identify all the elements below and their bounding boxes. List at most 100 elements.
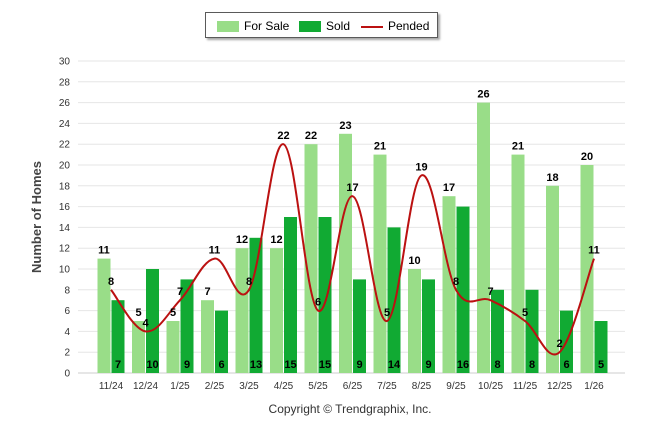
x-tick-label: 12/24 (133, 381, 158, 392)
y-tick-label: 16 (59, 202, 71, 213)
bar-sold (594, 321, 608, 373)
bar-for-sale (580, 165, 594, 373)
label-pended: 8 (453, 276, 459, 288)
y-tick-label: 10 (59, 265, 71, 276)
label-pended: 22 (277, 130, 289, 142)
label-for-sale: 5 (135, 307, 141, 319)
label-pended: 11 (209, 245, 221, 257)
label-pended: 7 (487, 286, 493, 298)
legend-label-pended: Pended (388, 19, 430, 33)
bar-sold (353, 279, 366, 373)
bar-for-sale (97, 258, 111, 373)
bar-sold (146, 269, 159, 373)
x-tick-label: 1/26 (584, 381, 604, 392)
bar-sold (456, 206, 470, 373)
y-tick-label: 0 (64, 369, 70, 380)
label-for-sale: 12 (270, 234, 282, 246)
y-tick-label: 30 (59, 57, 71, 68)
label-sold: 16 (457, 359, 469, 371)
label-for-sale: 7 (204, 286, 210, 298)
label-sold: 9 (356, 359, 362, 371)
label-for-sale: 12 (236, 234, 248, 246)
y-tick-label: 12 (59, 244, 71, 255)
bar-for-sale (270, 248, 283, 373)
label-sold: 13 (250, 359, 262, 371)
x-tick-label: 4/25 (274, 381, 294, 392)
bar-sold (387, 227, 401, 373)
legend-swatch-pended (361, 26, 383, 28)
pended-line (110, 143, 595, 356)
label-pended: 2 (556, 338, 562, 350)
bar-for-sale (132, 321, 145, 373)
label-sold: 14 (388, 359, 401, 371)
bar-sold (318, 217, 332, 373)
label-sold: 9 (184, 359, 190, 371)
label-sold: 8 (494, 359, 500, 371)
label-for-sale: 22 (305, 130, 317, 142)
label-sold: 6 (563, 359, 569, 371)
label-sold: 8 (529, 359, 535, 371)
label-for-sale: 21 (374, 141, 386, 153)
bar-for-sale (304, 144, 318, 373)
y-tick-label: 28 (59, 77, 71, 88)
y-tick-label: 6 (64, 306, 70, 317)
label-sold: 6 (218, 359, 224, 371)
x-tick-label: 5/25 (308, 381, 328, 392)
bar-for-sale (339, 133, 352, 373)
legend-label-for-sale: For Sale (244, 19, 290, 33)
bar-for-sale (511, 154, 525, 373)
bar-sold (284, 217, 297, 373)
x-tick-label: 1/25 (170, 381, 190, 392)
bar-sold (525, 289, 539, 373)
x-tick-label: 10/25 (478, 381, 503, 392)
legend-label-sold: Sold (326, 19, 351, 33)
label-pended: 5 (522, 307, 528, 319)
label-for-sale: 23 (339, 120, 351, 132)
x-tick-label: 6/25 (343, 381, 363, 392)
label-for-sale: 21 (512, 141, 524, 153)
label-for-sale: 10 (408, 255, 420, 267)
x-axis-ticks: 11/24 12/24 1/25 2/25 3/25 4/25 5/25 6/25 7/25 8/… (99, 381, 604, 392)
y-tick-label: 8 (64, 285, 70, 296)
label-for-sale: 20 (581, 151, 593, 163)
label-pended: 5 (384, 307, 390, 319)
legend-swatch-sold (299, 21, 321, 32)
label-sold: 15 (284, 359, 296, 371)
y-axis-title: Number of Homes (29, 161, 44, 273)
bar-sold (215, 310, 228, 373)
label-pended: 11 (588, 245, 600, 257)
bar-for-sale (546, 185, 559, 373)
label-pended: 8 (246, 276, 252, 288)
copyright-footer: Copyright © Trendgraphix, Inc. (269, 402, 432, 416)
bar-for-sale (442, 196, 456, 373)
y-tick-label: 26 (59, 98, 71, 109)
bar-for-sale (408, 269, 421, 373)
bar-for-sale (201, 300, 214, 373)
label-pended: 17 (346, 182, 358, 194)
bar-sold (422, 279, 435, 373)
y-tick-label: 4 (64, 327, 70, 338)
label-pended: 7 (177, 286, 183, 298)
pended-line-series (110, 143, 595, 356)
x-tick-label: 11/25 (513, 381, 538, 392)
x-tick-label: 11/24 (99, 381, 124, 392)
y-tick-label: 22 (59, 140, 71, 151)
label-for-sale: 5 (170, 307, 176, 319)
label-sold: 9 (425, 359, 431, 371)
label-for-sale: 11 (98, 245, 110, 257)
bar-for-sale (477, 102, 490, 373)
label-sold: 10 (146, 359, 158, 371)
label-pended: 4 (142, 317, 149, 329)
y-tick-label: 24 (59, 119, 71, 130)
label-for-sale: 26 (477, 89, 489, 101)
bar-for-sale (235, 248, 249, 373)
bar-sold (180, 279, 194, 373)
label-for-sale: 18 (546, 172, 558, 184)
y-tick-label: 18 (59, 181, 71, 192)
x-tick-label: 9/25 (446, 381, 466, 392)
y-tick-label: 14 (59, 223, 71, 234)
x-tick-label: 3/25 (239, 381, 259, 392)
